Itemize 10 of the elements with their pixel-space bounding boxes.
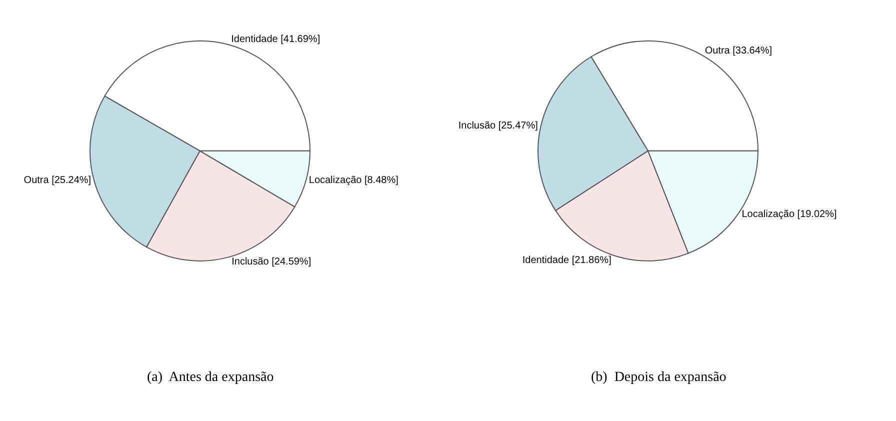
text: (a) Antes da expansão <box>147 370 274 385</box>
slice-label: Localização [8.48%] <box>308 174 399 186</box>
slice-label: Inclusão [24.59%] <box>232 256 312 268</box>
slice-label: Inclusão [25.47%] <box>458 120 538 132</box>
slice-label: Outra [33.64%] <box>704 45 772 56</box>
slice-label: Localização [19.02%] <box>742 209 837 220</box>
slice-label: Outra [25.24%] <box>24 175 92 186</box>
slice-label: Identidade [41.69%] <box>231 34 320 46</box>
slice-label: Identidade [21.86%] <box>522 255 612 266</box>
text: (b) Depois da expansão <box>591 370 726 385</box>
